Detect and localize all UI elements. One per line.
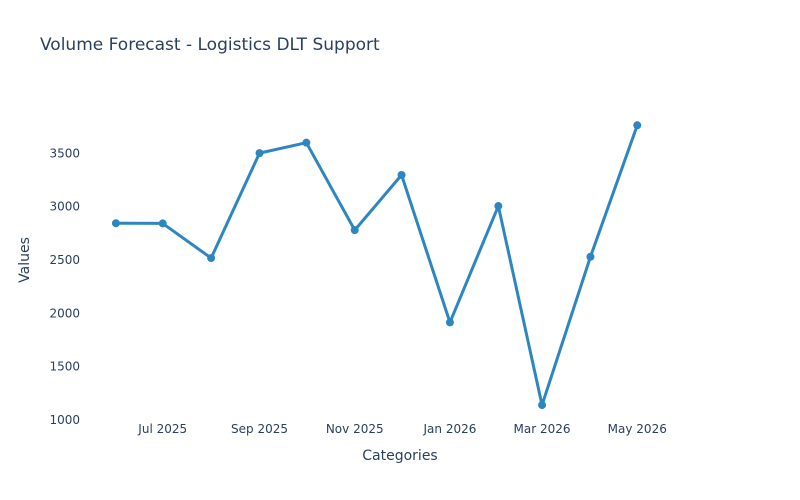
y-tick-label: 3500	[49, 146, 80, 160]
series-layer	[111, 121, 642, 410]
x-tick-label: Sep 2025	[231, 422, 288, 436]
data-point	[350, 226, 359, 235]
x-tick-label: Jul 2025	[137, 422, 187, 436]
data-point	[397, 170, 406, 179]
y-tick-label: 1500	[49, 360, 80, 374]
x-tick-label: May 2026	[608, 422, 667, 436]
series-line	[114, 123, 639, 407]
data-point	[494, 202, 503, 211]
x-axis-ticks: Jul 2025 Sep 2025 Nov 2025 Jan 2026 Mar 2026…	[137, 422, 667, 436]
y-tick-label: 1000	[49, 413, 80, 427]
data-point	[302, 138, 311, 147]
y-axis-ticks: 1000 1500 2000 2500 3000 3500	[49, 146, 80, 427]
x-axis-title: Categories	[362, 448, 437, 464]
data-point	[586, 252, 595, 261]
chart-title: Volume Forecast - Logistics DLT Support	[40, 35, 380, 55]
y-tick-label: 3000	[49, 200, 80, 214]
data-point	[633, 121, 642, 130]
data-point	[207, 254, 216, 263]
x-tick-label: Nov 2025	[326, 422, 384, 436]
y-tick-label: 2500	[49, 253, 80, 267]
x-tick-label: Jan 2026	[423, 422, 477, 436]
data-point	[111, 219, 120, 228]
y-axis-title: Values	[17, 237, 33, 283]
data-point	[538, 401, 547, 410]
y-tick-label: 2000	[49, 306, 80, 320]
x-tick-label: Mar 2026	[514, 422, 571, 436]
data-point	[158, 219, 167, 228]
data-point	[255, 149, 264, 158]
data-point	[445, 318, 454, 327]
